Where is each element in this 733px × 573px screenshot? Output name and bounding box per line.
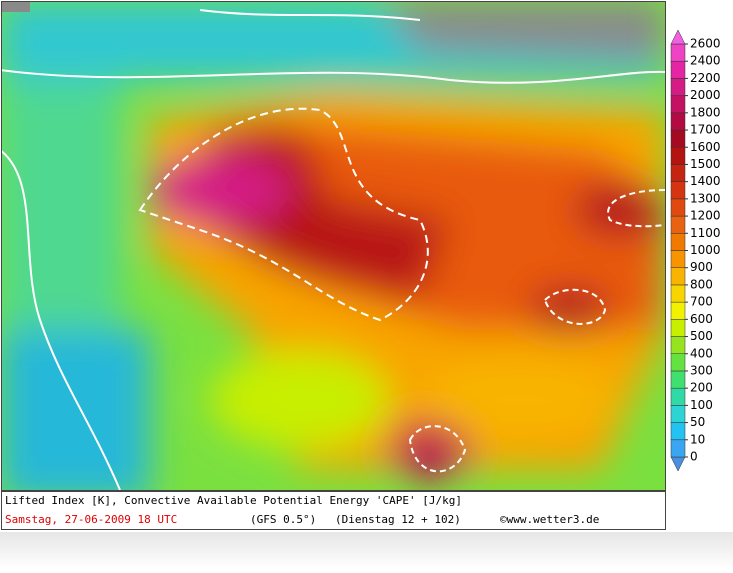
legend-label: 10 (690, 432, 705, 446)
legend-label: 200 (690, 381, 713, 395)
legend-bin (670, 439, 686, 458)
legend-label: 2200 (690, 71, 721, 85)
legend-arrow (670, 29, 686, 45)
credit: ©www.wetter3.de (500, 513, 599, 526)
legend-label: 1200 (690, 209, 721, 223)
map (2, 2, 665, 490)
legend-label: 2400 (690, 54, 721, 68)
legend-label: 500 (690, 329, 713, 343)
legend-bin (670, 250, 686, 268)
legend-bin (670, 164, 686, 182)
legend-bin (670, 387, 686, 406)
legend-label: 400 (690, 346, 713, 360)
legend-label: 800 (690, 277, 713, 291)
legend-bin (670, 370, 686, 389)
legend-bin (670, 284, 686, 303)
color-legend: 0 10 50 100 200 300 400 500 600 700 800 900 1000 1100… (670, 29, 721, 472)
caption: Lifted Index [K], Convective Available P… (5, 494, 462, 507)
legend-bin (670, 353, 686, 372)
legend-bin (670, 198, 686, 217)
legend-bin (670, 147, 686, 165)
run: (Dienstag 12 + 102) (335, 513, 461, 526)
legend-bin (670, 405, 686, 423)
legend-bin (670, 129, 686, 148)
legend-label: 2000 (690, 88, 721, 102)
legend-bin (670, 43, 686, 62)
legend-bin (670, 215, 686, 234)
legend-bin (670, 112, 686, 131)
reflection (0, 532, 733, 569)
legend-label: 900 (690, 260, 713, 274)
legend-label: 2600 (690, 37, 721, 51)
map-frame (1, 1, 666, 491)
legend-label: 0 (690, 450, 698, 464)
legend-label: 1700 (690, 123, 721, 137)
legend-bin (670, 301, 686, 320)
legend-bin (670, 78, 686, 96)
legend-label: 1300 (690, 191, 721, 205)
legend-bin (670, 233, 686, 251)
caption-box (1, 491, 666, 530)
legend-bin (670, 95, 686, 114)
legend-bin (670, 60, 686, 79)
legend-bin (670, 422, 686, 441)
legend-label: 50 (690, 415, 705, 429)
legend-label: 1500 (690, 157, 721, 171)
legend-label: 100 (690, 398, 713, 412)
contours (2, 9, 665, 490)
legend-label: 1400 (690, 174, 721, 188)
date: Samstag, 27-06-2009 18 UTC (5, 513, 177, 526)
legend-label: 1000 (690, 243, 721, 257)
legend-arrow (670, 456, 686, 472)
legend-bin (670, 336, 686, 354)
legend-label: 300 (690, 363, 713, 377)
legend-label: 1600 (690, 140, 721, 154)
legend-bin (670, 319, 686, 337)
legend-label: 600 (690, 312, 713, 326)
legend-label: 700 (690, 295, 713, 309)
legend-label: 1800 (690, 105, 721, 119)
legend-label: 1100 (690, 226, 721, 240)
legend-bin (670, 181, 686, 200)
legend-bin (670, 267, 686, 286)
model: (GFS 0.5°) (250, 513, 316, 526)
